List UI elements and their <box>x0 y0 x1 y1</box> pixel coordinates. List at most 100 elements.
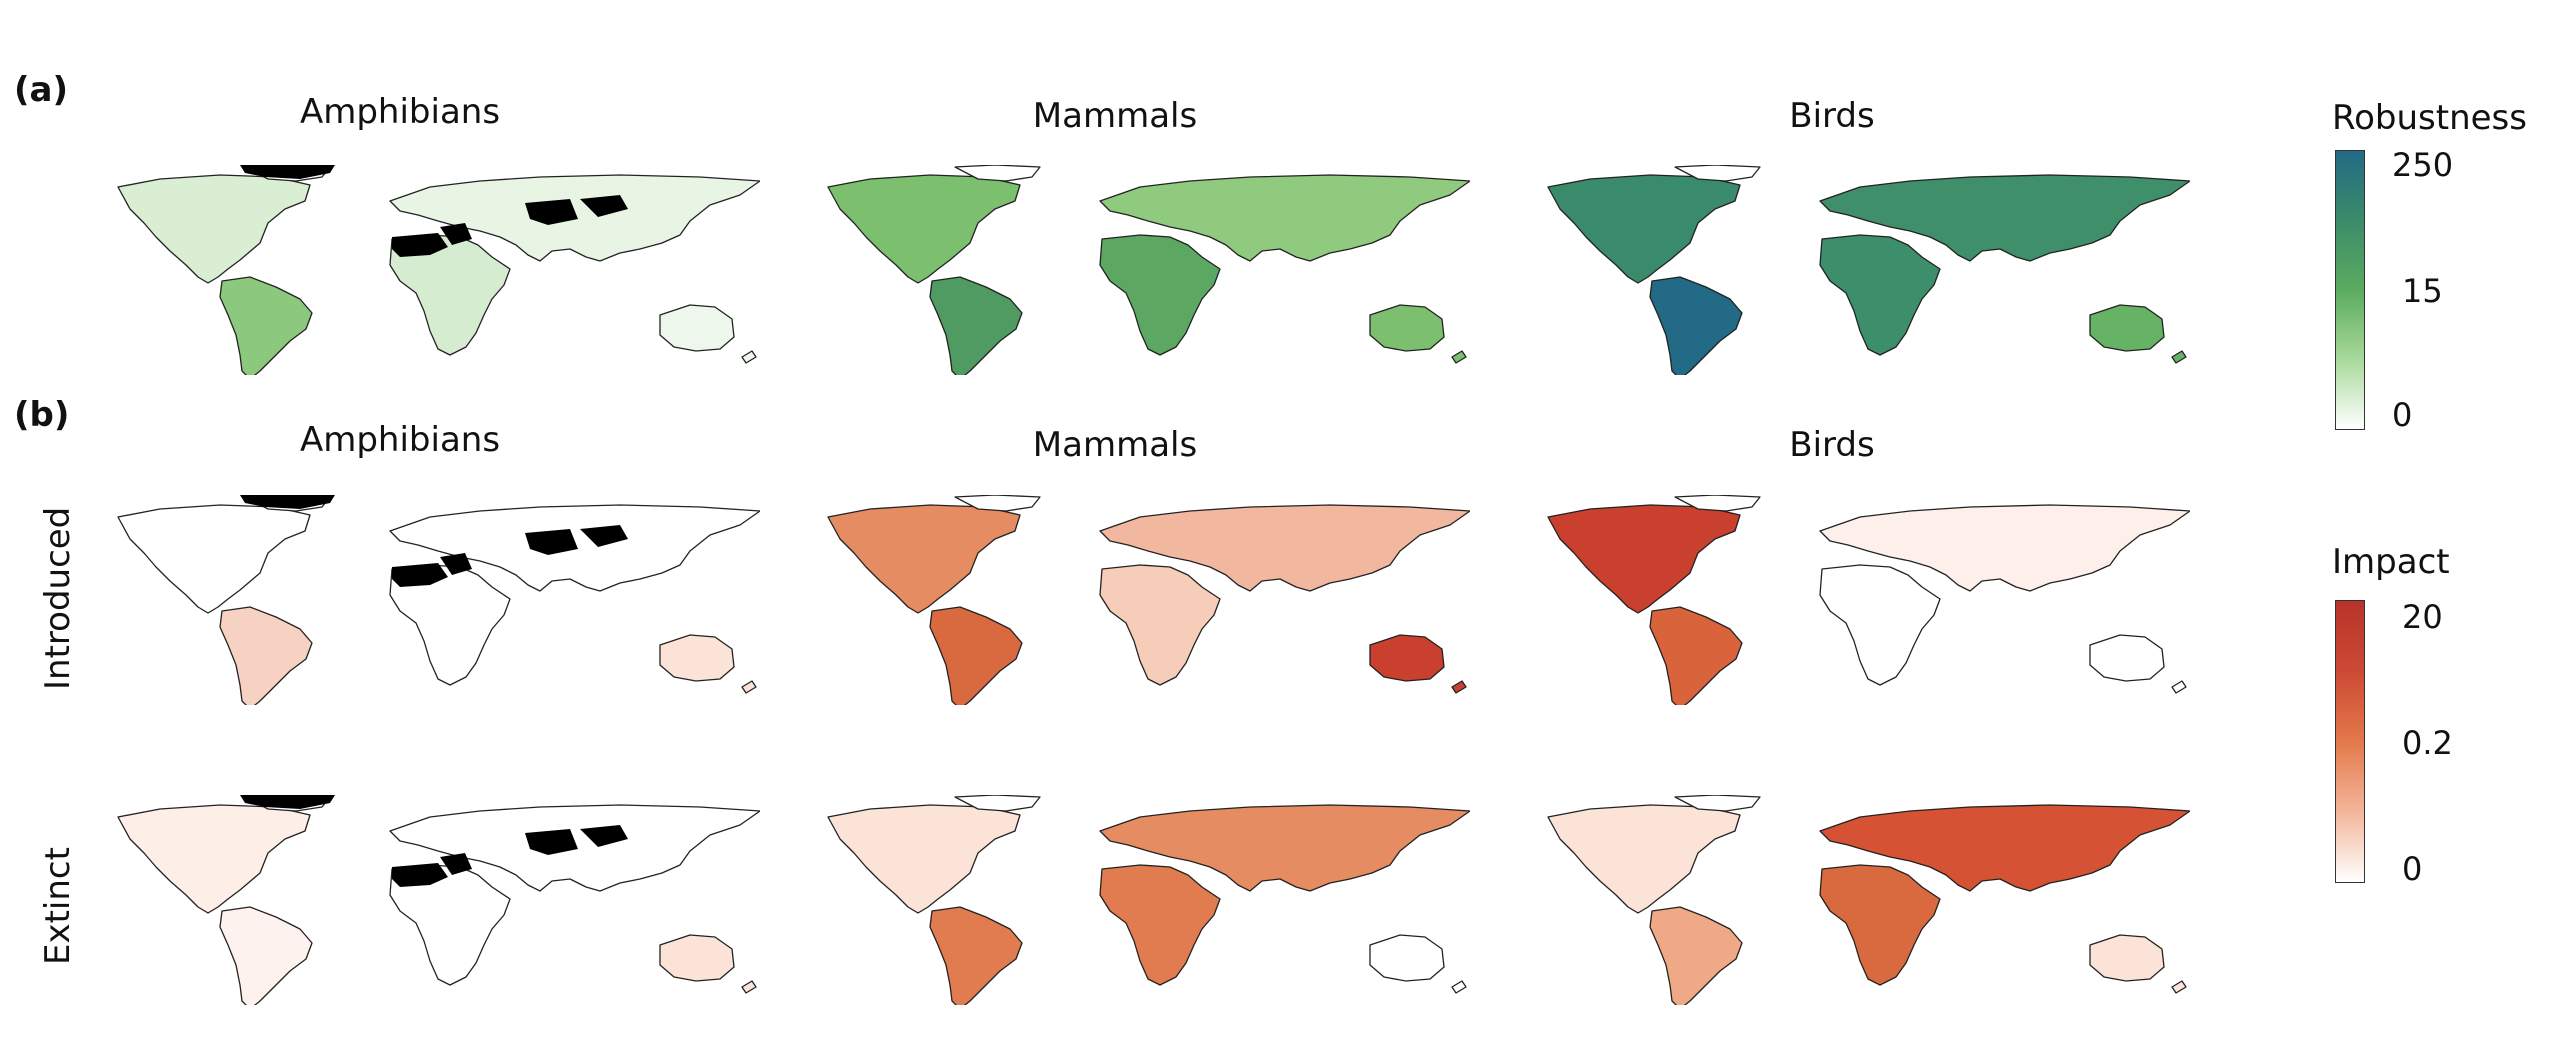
region-eurasia <box>1819 804 2191 892</box>
tick-robustness-mid: 15 <box>2402 272 2443 310</box>
col-title-b-mammals: Mammals <box>1032 425 1198 465</box>
region-greenland <box>954 794 1041 812</box>
region-americas <box>117 174 311 284</box>
region-eurasia <box>1819 174 2191 262</box>
no-data-region <box>240 795 335 809</box>
world-map-svg <box>827 794 1471 1010</box>
row-title-extinct: Extinct <box>38 847 78 965</box>
world-map-svg <box>827 494 1471 710</box>
region-south-america <box>219 276 313 380</box>
map-a-mammals <box>810 164 1471 380</box>
no-data-region <box>525 199 578 225</box>
map-introduced-birds <box>1530 494 2191 710</box>
region-americas <box>827 174 1021 284</box>
region-africa <box>389 564 511 686</box>
no-data-region <box>440 223 472 245</box>
panel-label-a: (a) <box>14 70 69 110</box>
region-australia <box>2089 634 2165 682</box>
legend-title-impact: Impact <box>2332 542 2450 582</box>
region-americas <box>1547 804 1741 914</box>
region-africa <box>389 234 511 356</box>
region-americas <box>1547 504 1741 614</box>
no-data-region <box>440 553 472 575</box>
world-map-svg <box>117 794 761 1010</box>
region-americas <box>1547 174 1741 284</box>
tick-impact-max: 20 <box>2402 598 2443 636</box>
region-south-america <box>1649 906 1743 1010</box>
region-australia <box>2089 934 2165 982</box>
no-data-region <box>392 863 448 887</box>
region-americas <box>827 804 1021 914</box>
region-australia <box>659 934 735 982</box>
region-africa <box>389 864 511 986</box>
tick-impact-min: 0 <box>2402 850 2423 888</box>
no-data-region <box>240 495 335 509</box>
region-nz <box>1451 980 1467 994</box>
world-map-svg <box>117 494 761 710</box>
row-title-introduced: Introduced <box>38 506 78 690</box>
region-eurasia <box>1099 504 1471 592</box>
world-map-svg <box>1547 164 2191 380</box>
region-nz <box>2171 350 2187 364</box>
legend-title-robustness: Robustness <box>2332 98 2527 138</box>
region-americas <box>117 804 311 914</box>
region-south-america <box>219 906 313 1010</box>
region-eurasia <box>1099 804 1471 892</box>
region-nz <box>741 350 757 364</box>
tick-robustness-max: 250 <box>2392 146 2454 184</box>
region-americas <box>827 504 1021 614</box>
col-title-a-amphibians: Amphibians <box>299 92 501 132</box>
region-australia <box>2089 304 2165 352</box>
region-south-america <box>1649 276 1743 380</box>
region-greenland <box>1674 794 1761 812</box>
map-a-amphibians <box>100 164 761 380</box>
no-data-region <box>580 825 628 847</box>
no-data-region <box>525 829 578 855</box>
map-extinct-mammals <box>810 794 1471 1010</box>
no-data-region <box>580 195 628 217</box>
map-extinct-amphibians <box>100 794 761 1010</box>
col-title-a-birds: Birds <box>1789 96 1875 136</box>
colorbar-impact <box>2335 600 2365 883</box>
world-map-svg <box>117 164 761 380</box>
no-data-region <box>525 529 578 555</box>
no-data-region <box>240 165 335 179</box>
map-introduced-mammals <box>810 494 1471 710</box>
region-south-america <box>929 276 1023 380</box>
panel-label-b: (b) <box>14 395 70 435</box>
region-greenland <box>954 164 1041 182</box>
region-south-america <box>929 606 1023 710</box>
no-data-region <box>580 525 628 547</box>
region-nz <box>1451 680 1467 694</box>
world-map-svg <box>827 164 1471 380</box>
region-africa <box>1819 564 1941 686</box>
region-australia <box>1369 304 1445 352</box>
region-nz <box>741 680 757 694</box>
region-americas <box>117 504 311 614</box>
region-australia <box>1369 634 1445 682</box>
region-australia <box>1369 934 1445 982</box>
region-greenland <box>1674 494 1761 512</box>
col-title-b-birds: Birds <box>1789 425 1875 465</box>
tick-robustness-min: 0 <box>2392 396 2413 434</box>
region-australia <box>659 634 735 682</box>
map-introduced-amphibians <box>100 494 761 710</box>
no-data-region <box>392 563 448 587</box>
region-eurasia <box>1099 174 1471 262</box>
region-eurasia <box>1819 504 2191 592</box>
region-nz <box>2171 980 2187 994</box>
region-nz <box>1451 350 1467 364</box>
col-title-b-amphibians: Amphibians <box>299 420 501 460</box>
region-africa <box>1099 864 1221 986</box>
region-south-america <box>1649 606 1743 710</box>
region-south-america <box>929 906 1023 1010</box>
region-australia <box>659 304 735 352</box>
region-nz <box>2171 680 2187 694</box>
no-data-region <box>440 853 472 875</box>
region-greenland <box>1674 164 1761 182</box>
colorbar-robustness <box>2335 150 2365 430</box>
map-a-birds <box>1530 164 2191 380</box>
tick-impact-mid: 0.2 <box>2402 724 2453 762</box>
col-title-a-mammals: Mammals <box>1032 96 1198 136</box>
region-south-america <box>219 606 313 710</box>
